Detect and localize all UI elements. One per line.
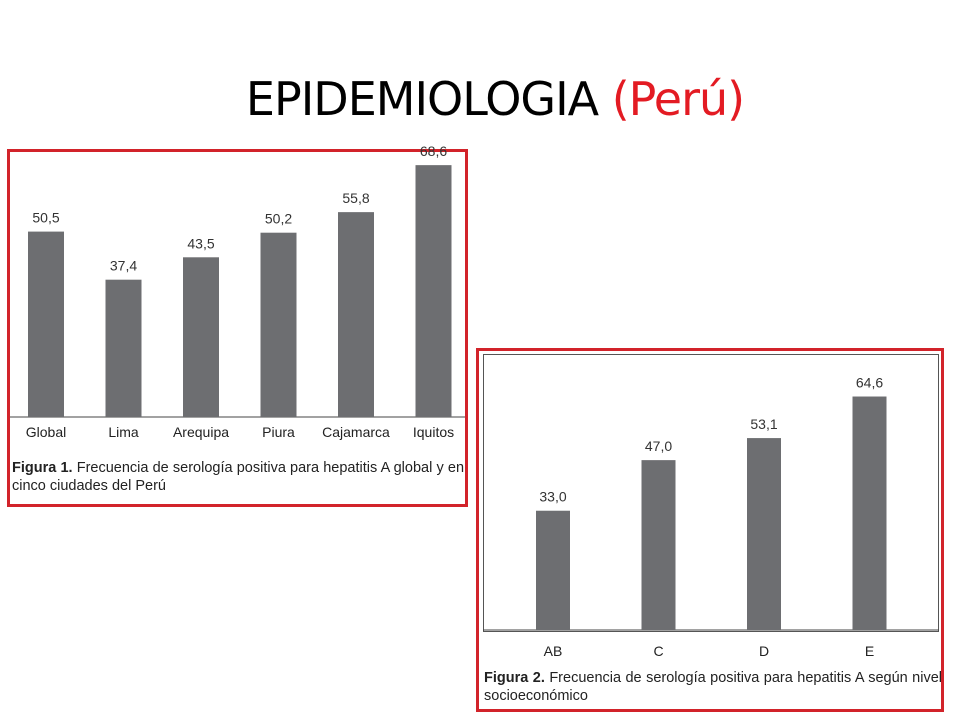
figure-2-category-label: E [865,643,874,659]
figure-2-chart: 33,0 AB 47,0 C 53,1 D 64,6 E [483,375,939,659]
figure-1-value-label: 43,5 [187,235,214,251]
figure-1-caption: Figura 1. Frecuencia de serología positi… [12,459,464,495]
slide-title-main: EPIDEMIOLOGIA [245,72,599,126]
figure-2-panel: 33,0 AB 47,0 C 53,1 D 64,6 E Figura 2. Frecuenc… [476,348,944,712]
figure-1-category-label: Iquitos [413,424,454,440]
figure-1-bar [183,257,219,417]
figure-2-caption-text: Frecuencia de serología positiva para he… [484,670,943,704]
figure-1-value-label: 68,6 [420,143,447,159]
figure-1-bar [105,279,142,417]
slide-title-accent: (Perú) [611,72,745,126]
figure-2-bar [747,438,781,630]
figure-2-plot-frame [483,354,939,632]
figure-2-value-label: 33,0 [539,489,566,505]
figure-2-bar [641,460,676,630]
figure-2-category-label: AB [544,643,563,659]
figure-1-category-label: Arequipa [173,424,229,440]
figure-1-value-label: 55,8 [342,190,369,206]
figure-2-caption: Figura 2. Frecuencia de serología positi… [484,669,942,705]
figure-2-category-label: C [653,643,663,659]
figure-1-bar [338,212,374,417]
figure-1-caption-text: Frecuencia de serología positiva para he… [12,460,465,494]
figure-2-value-label: 53,1 [750,416,777,432]
figure-1-category-label: Cajamarca [322,424,390,440]
figure-1-category-label: Lima [108,424,139,440]
slide-title: EPIDEMIOLOGIA (Perú) [0,72,960,126]
figure-1-value-label: 50,2 [265,211,292,227]
figure-1-category-label: Piura [262,424,295,440]
figure-1-caption-label: Figura 1. [12,460,73,476]
figure-1-chart: 50,5 Global 37,4 Lima 43,5 Arequipa 50,2 Piura 5… [10,143,465,440]
figure-1-bar [415,165,452,417]
figure-2-category-label: D [759,643,769,659]
figure-1-value-label: 37,4 [110,258,137,274]
figure-1-panel: 50,5 Global 37,4 Lima 43,5 Arequipa 50,2 Piura 5… [7,143,468,507]
figure-2-bar [852,396,887,630]
figure-1-value-label: 50,5 [32,210,59,226]
figure-2-bar [536,510,570,630]
figure-2-caption-label: Figura 2. [484,670,545,686]
figure-2-value-label: 47,0 [645,438,672,454]
figure-1-bar [28,231,64,417]
figure-1-bar [260,232,297,417]
figure-1-category-label: Global [26,424,66,440]
figure-2-value-label: 64,6 [856,375,883,391]
